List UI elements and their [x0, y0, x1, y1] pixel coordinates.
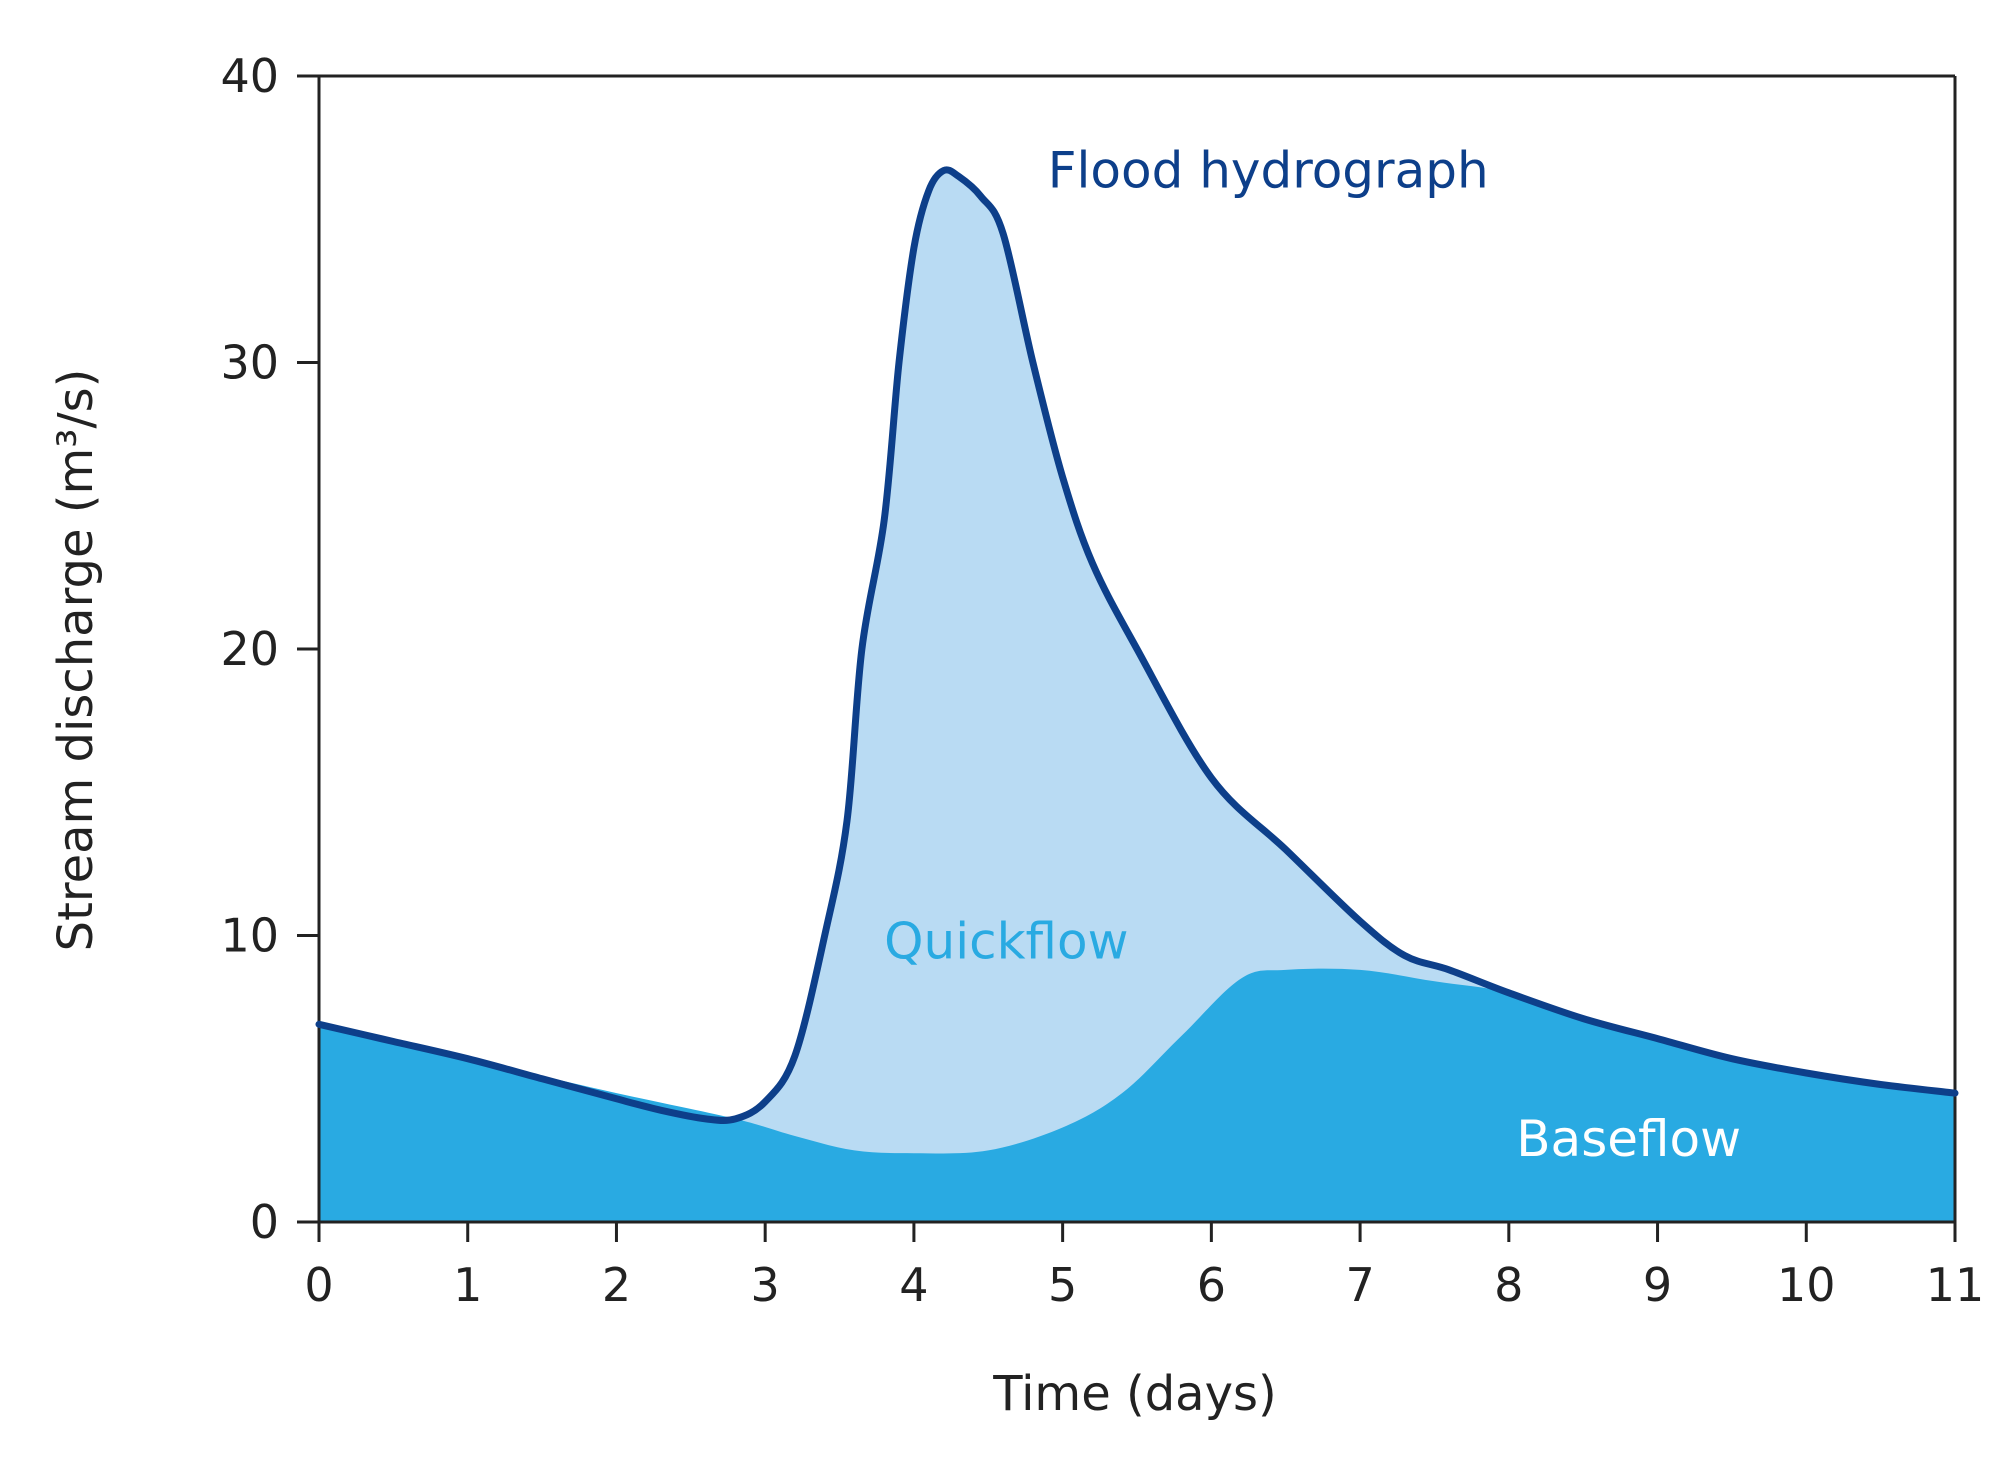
- tick-layer: 0 1 2 3 4 5 6 7 8 9 10 11 0 10 20 30 40: [220, 49, 1984, 1312]
- x-tick-label-3: 3: [751, 1258, 780, 1312]
- flood-hydrograph-line: [315, 166, 1959, 1124]
- y-tick-label-40: 40: [220, 49, 279, 103]
- x-tick-label-11: 11: [1926, 1258, 1985, 1312]
- y-tick-label-0: 0: [250, 1195, 279, 1249]
- y-axis-title: Stream discharge (m³/s): [48, 369, 104, 952]
- baseflow-label: Baseflow: [1516, 1110, 1741, 1168]
- x-tick-label-4: 4: [899, 1258, 928, 1312]
- quickflow-area: [319, 169, 1955, 1222]
- axes-layer: [297, 74, 1957, 1242]
- annotation-layer: Flood hydrograph Quickflow Baseflow: [884, 142, 1741, 1168]
- x-tick-label-8: 8: [1494, 1258, 1523, 1312]
- y-tick-label-10: 10: [220, 909, 279, 963]
- y-tick-label-20: 20: [220, 622, 279, 676]
- line-layer: [315, 166, 1959, 1124]
- y-tick-label-30: 30: [220, 336, 279, 390]
- baseflow-area: [319, 968, 1955, 1222]
- x-tick-label-9: 9: [1643, 1258, 1672, 1312]
- flood-hydrograph-label: Flood hydrograph: [1048, 142, 1489, 200]
- x-tick-label-7: 7: [1345, 1258, 1374, 1312]
- x-tick-label-5: 5: [1048, 1258, 1077, 1312]
- x-axis-title: Time (days): [992, 1366, 1276, 1422]
- x-tick-label-1: 1: [453, 1258, 482, 1312]
- x-tick-label-0: 0: [304, 1258, 333, 1312]
- area-layer: [319, 169, 1955, 1222]
- x-tick-label-6: 6: [1197, 1258, 1226, 1312]
- x-tick-label-10: 10: [1777, 1258, 1836, 1312]
- quickflow-label: Quickflow: [884, 912, 1128, 970]
- x-tick-label-2: 2: [602, 1258, 631, 1312]
